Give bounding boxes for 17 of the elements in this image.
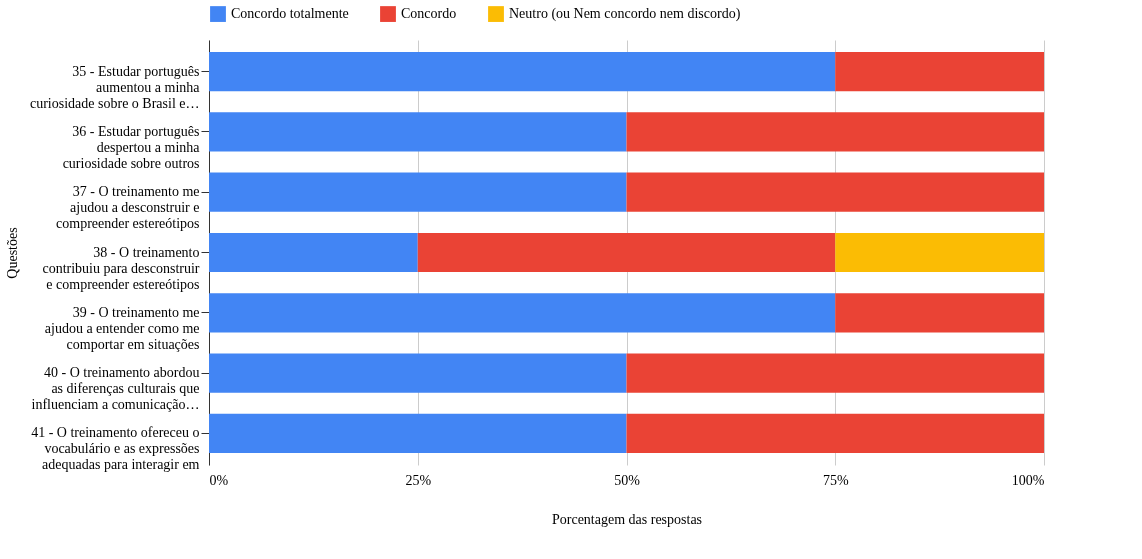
y-tick-label: 35 - Estudar português aumentou a minha curiosidade sobre o Brasil e… [29, 63, 201, 111]
y-tick-label: 36 - Estudar português despertou a minha curiosidade sobre outros [62, 123, 201, 171]
legend-label: Concordo [401, 6, 457, 22]
y-tick-label: 38 - O treinamento contribuiu para desconstruir e compreender estereótipos [42, 244, 200, 292]
legend-label: Concordo totalmente [231, 6, 349, 22]
x-axis-title: Porcentagem das respostas [551, 511, 703, 527]
x-tick-label: 0% [209, 472, 229, 488]
x-tick-label: 50% [614, 472, 641, 488]
y-axis-title: Questões [4, 227, 20, 279]
legend-label: Neutro (ou Nem concordo nem discordo) [509, 6, 741, 23]
y-tick-label: 41 - O treinamento ofereceu o vocabulário e as expressões adequadas para interagir em [31, 425, 200, 473]
y-tick-label: 37 - O treinamento me ajudou a desconstruir e compreender estereótipos [56, 184, 200, 232]
x-tick-label: 100% [1011, 472, 1045, 488]
x-tick-label: 75% [822, 472, 849, 488]
y-tick-label: 39 - O treinamento me ajudou a entender como me comportar em situações [44, 304, 200, 352]
x-tick-label: 25% [405, 472, 432, 488]
y-tick-label: 40 - O treinamento abordou as diferenças culturais que influenciam a comunicação… [31, 365, 200, 413]
